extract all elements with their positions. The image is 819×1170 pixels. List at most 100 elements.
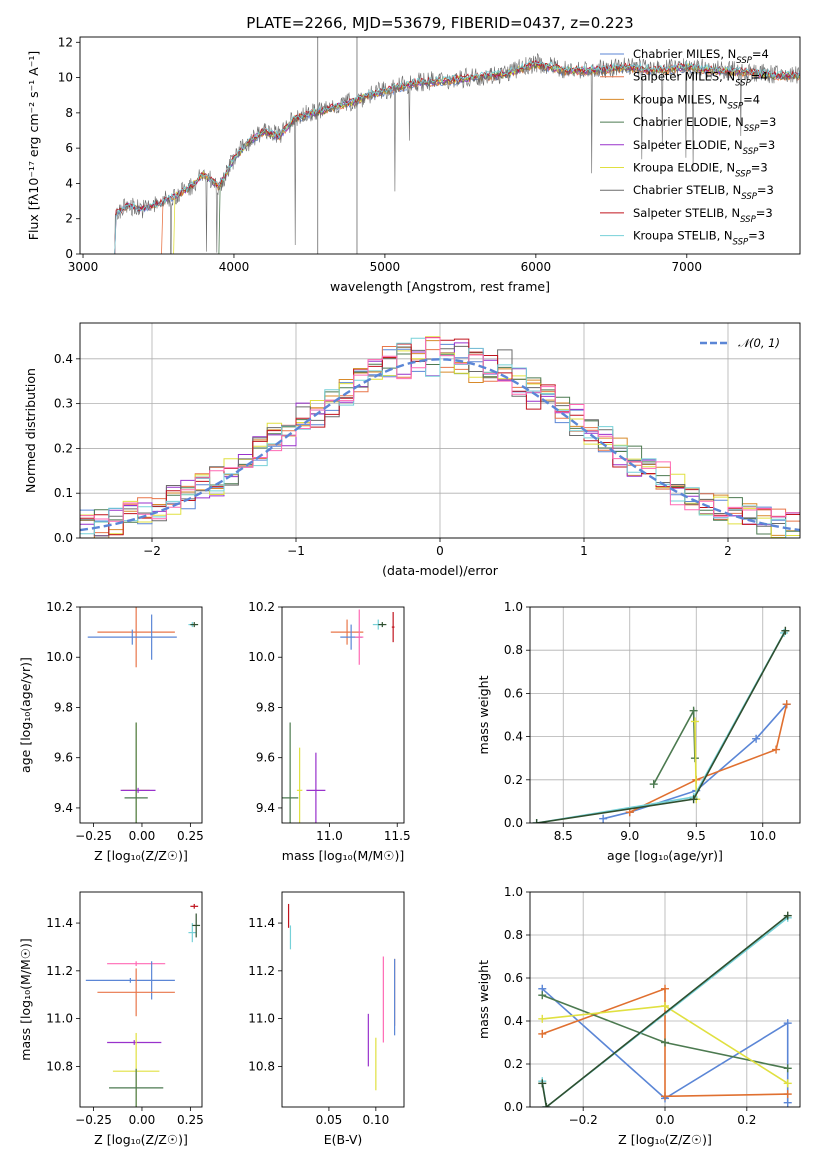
errorbar-point xyxy=(109,1068,164,1107)
weight-marker xyxy=(772,745,781,754)
x-tick-label: 0.25 xyxy=(177,829,204,843)
x-tick-label: 0.25 xyxy=(177,1113,204,1127)
errorbar-point xyxy=(190,622,199,628)
weight-line xyxy=(536,630,787,823)
panel-age-vs-mass: 11.0 11.5 9.4 9.6 9.8 10.0 10.2 mass [log₁₀(M/M… xyxy=(248,600,411,863)
weight-marker xyxy=(532,819,541,823)
x-axis-label: wavelength [Angstrom, rest frame] xyxy=(330,279,550,294)
legend-entry: Chabrier STELIB, NSSP=3 xyxy=(633,183,774,202)
errorbar-point xyxy=(330,619,364,645)
y-axis-label: age [log₁₀(age/yr)] xyxy=(18,657,33,773)
x-tick-label: 4000 xyxy=(219,260,250,274)
legend-entry: Chabrier MILES, NSSP=4 xyxy=(633,47,769,66)
spectrum-line xyxy=(114,52,800,254)
weight-marker xyxy=(599,814,608,823)
weight-line xyxy=(536,632,785,823)
y-tick-label: 11.2 xyxy=(248,964,275,978)
x-axis-label: Z [log₁₀(Z/Z☉)] xyxy=(618,1132,712,1147)
x-tick-label: −1 xyxy=(287,544,305,558)
weight-marker xyxy=(538,1014,547,1023)
y-tick-label: 11.0 xyxy=(248,1012,275,1026)
axes-frame xyxy=(529,891,801,1108)
y-tick-label: 10.2 xyxy=(46,600,73,614)
y-tick-label: 0.1 xyxy=(54,486,73,500)
weight-line xyxy=(541,914,789,1107)
x-tick-label: 11.5 xyxy=(384,829,411,843)
y-tick-label: 4 xyxy=(65,176,73,190)
y-tick-label: 0.8 xyxy=(504,643,523,657)
x-tick-label: 0.05 xyxy=(316,1113,343,1127)
y-axis-label: mass weight xyxy=(476,675,491,754)
errorbar-point xyxy=(107,1040,162,1045)
x-tick-label: 2 xyxy=(724,544,732,558)
grid xyxy=(530,606,800,824)
weight-marker xyxy=(538,1079,547,1088)
weight-marker xyxy=(783,1079,792,1088)
x-tick-label: 0.00 xyxy=(129,829,156,843)
errorbar-point xyxy=(97,968,175,1017)
y-tick-label: 9.4 xyxy=(54,801,73,815)
x-tick-label: 7000 xyxy=(672,260,703,274)
y-tick-label: 0.2 xyxy=(504,773,523,787)
errorbar-point xyxy=(306,752,326,823)
y-tick-label: 10.8 xyxy=(248,1059,275,1073)
x-axis-label: Z [log₁₀(Z/Z☉)] xyxy=(94,848,188,863)
errorbar-point xyxy=(355,609,364,665)
y-tick-label: 1.0 xyxy=(504,885,523,899)
x-tick-label: 0.0 xyxy=(655,1113,674,1127)
legend-entry: 𝒩(0, 1) xyxy=(738,336,780,350)
y-tick-label: 10.8 xyxy=(46,1059,73,1073)
panel-age-vs-Z: −0.25 0.00 0.25 9.4 9.6 9.8 10.0 10.2 Z [log₁₀(Z… xyxy=(18,600,204,863)
errorbar-point xyxy=(107,961,166,967)
y-axis-label: Normed distribution xyxy=(23,368,38,493)
spectrum-line xyxy=(173,61,800,254)
legend-entry: Kroupa MILES, NSSP=4 xyxy=(633,92,760,111)
plot-area xyxy=(538,911,792,1107)
histogram-steps xyxy=(80,337,800,522)
weight-marker xyxy=(661,1038,669,1047)
spectrum-line xyxy=(114,61,800,254)
x-tick-label: −0.2 xyxy=(569,1113,598,1127)
y-tick-label: 10 xyxy=(58,71,73,85)
weight-line xyxy=(652,707,696,785)
x-axis-label: mass [log₁₀(M/M☉)] xyxy=(282,848,404,863)
x-tick-label: 1 xyxy=(580,544,588,558)
weight-marker xyxy=(783,911,792,920)
y-tick-label: 0.4 xyxy=(504,730,523,744)
weight-marker xyxy=(783,1019,792,1028)
x-tick-label: 0 xyxy=(436,544,444,558)
plot-area xyxy=(87,607,199,823)
x-tick-label: 5000 xyxy=(370,260,401,274)
y-tick-label: 6 xyxy=(65,141,73,155)
x-tick-label: 6000 xyxy=(521,260,552,274)
legend-entry: Salpeter STELIB, NSSP=3 xyxy=(633,206,773,225)
y-tick-label: 12 xyxy=(58,35,73,49)
spectrum-line xyxy=(114,60,800,254)
weight-marker xyxy=(661,1001,669,1010)
y-tick-label: 1.0 xyxy=(504,600,523,614)
x-tick-label: 3000 xyxy=(68,260,99,274)
x-axis-label: E(B-V) xyxy=(324,1132,363,1147)
errorbar-point xyxy=(391,612,395,643)
y-tick-label: 0 xyxy=(65,247,73,261)
axes-frame xyxy=(281,891,405,1108)
y-tick-label: 8 xyxy=(65,106,73,120)
panel-mass-vs-EBV: 0.05 0.10 10.8 11.0 11.2 11.4 E(B-V) xyxy=(248,891,405,1147)
y-tick-label: 0.0 xyxy=(504,1100,523,1114)
panel-residual-histogram: −2 −1 0 1 2 0.0 0.1 0.2 0.3 0.4 (data-model)/error… xyxy=(23,322,801,578)
x-tick-label: 10.0 xyxy=(749,829,776,843)
x-axis-label: Z [log₁₀(Z/Z☉)] xyxy=(94,1132,188,1147)
panel-weight-vs-Z: −0.2 0.0 0.2 0.0 0.2 0.4 0.6 0.8 1.0 Z [log₁₀(Z/Z… xyxy=(476,885,801,1147)
y-tick-label: 0.2 xyxy=(504,1057,523,1071)
y-tick-label: 9.8 xyxy=(256,700,275,714)
legend-entry: Salpeter ELODIE, NSSP=3 xyxy=(633,138,775,157)
y-axis-label: mass weight xyxy=(476,960,491,1039)
weight-marker xyxy=(783,1098,792,1107)
x-tick-label: 9.5 xyxy=(687,829,706,843)
spectrum-line xyxy=(114,59,800,254)
axes-frame xyxy=(79,606,203,824)
x-tick-label: 11.0 xyxy=(316,829,343,843)
x-tick-label: −2 xyxy=(143,544,161,558)
y-tick-label: 11.4 xyxy=(248,916,275,930)
errorbar-point xyxy=(85,978,175,983)
